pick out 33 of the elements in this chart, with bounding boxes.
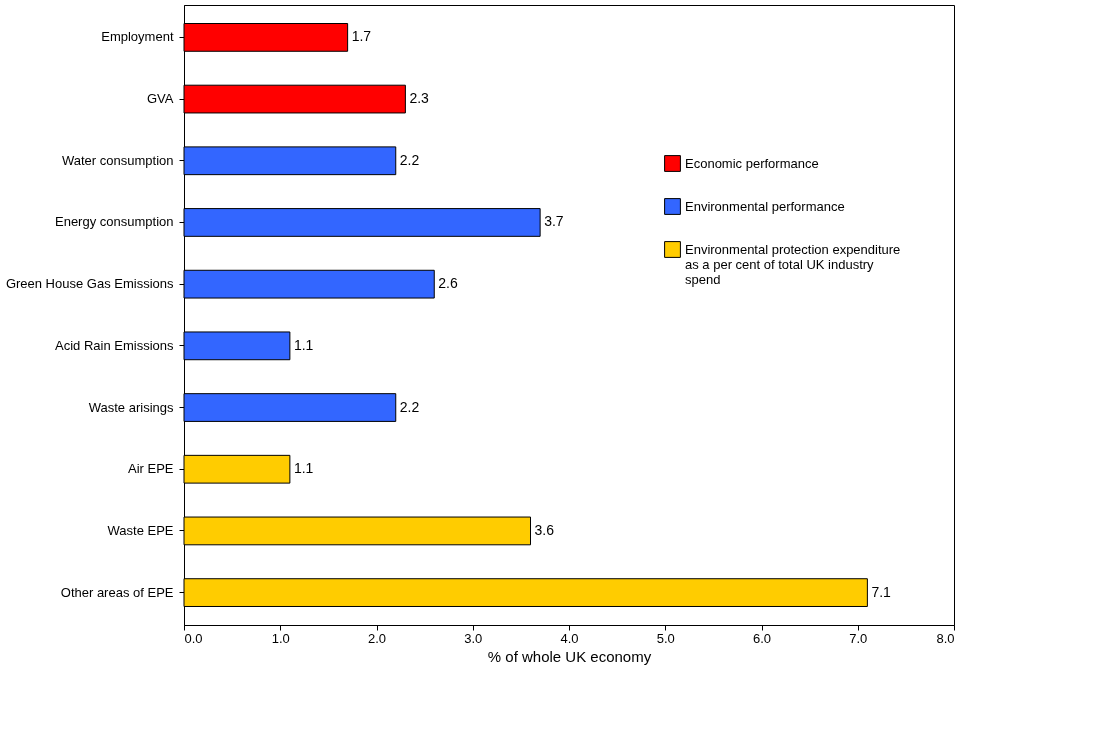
y-tick-label: Waste EPE [107, 522, 174, 538]
x-tick-label: 7.0 [849, 630, 868, 646]
data-label: 2.3 [409, 90, 430, 107]
y-tick-label: GVA [147, 91, 174, 107]
data-label: 1.1 [293, 460, 314, 477]
y-tick-label: Air EPE [127, 461, 174, 477]
x-tick-label: 1.0 [271, 630, 290, 646]
y-tick-label: Other areas of EPE [60, 584, 174, 600]
data-label: 2.2 [399, 398, 420, 415]
x-tick-label: 4.0 [560, 630, 579, 646]
y-tick-label: Green House Gas Emissions [5, 276, 174, 292]
x-tick-label: 2.0 [367, 630, 387, 646]
data-label: 3.6 [534, 521, 555, 538]
y-tick-label: Waste arisings [88, 399, 174, 415]
data-label: 7.1 [871, 583, 892, 600]
x-tick-label: 0.0 [184, 630, 203, 646]
y-tick-label: Employment [101, 29, 174, 45]
x-axis-title: % of whole UK economy [487, 647, 652, 665]
data-label: 1.1 [293, 336, 314, 353]
data-label: 1.7 [351, 28, 372, 45]
legend-label: Environmental performance [685, 198, 845, 214]
x-tick-label: 6.0 [752, 630, 772, 646]
legend-label: Economic performance [685, 155, 819, 171]
y-tick-label: Acid Rain Emissions [55, 337, 174, 353]
x-tick-label: 3.0 [464, 630, 483, 646]
y-tick-label: Water consumption [61, 152, 174, 168]
data-label: 3.7 [544, 213, 564, 230]
data-label: 2.6 [438, 275, 458, 292]
legend-label: Environmental protection expenditure as a per cent of total UK industry spend [685, 241, 901, 287]
data-label: 2.2 [399, 151, 420, 168]
x-tick-label: 8.0 [936, 630, 955, 646]
y-tick-label: Energy consumption [54, 214, 174, 230]
x-tick-label: 5.0 [656, 630, 675, 646]
